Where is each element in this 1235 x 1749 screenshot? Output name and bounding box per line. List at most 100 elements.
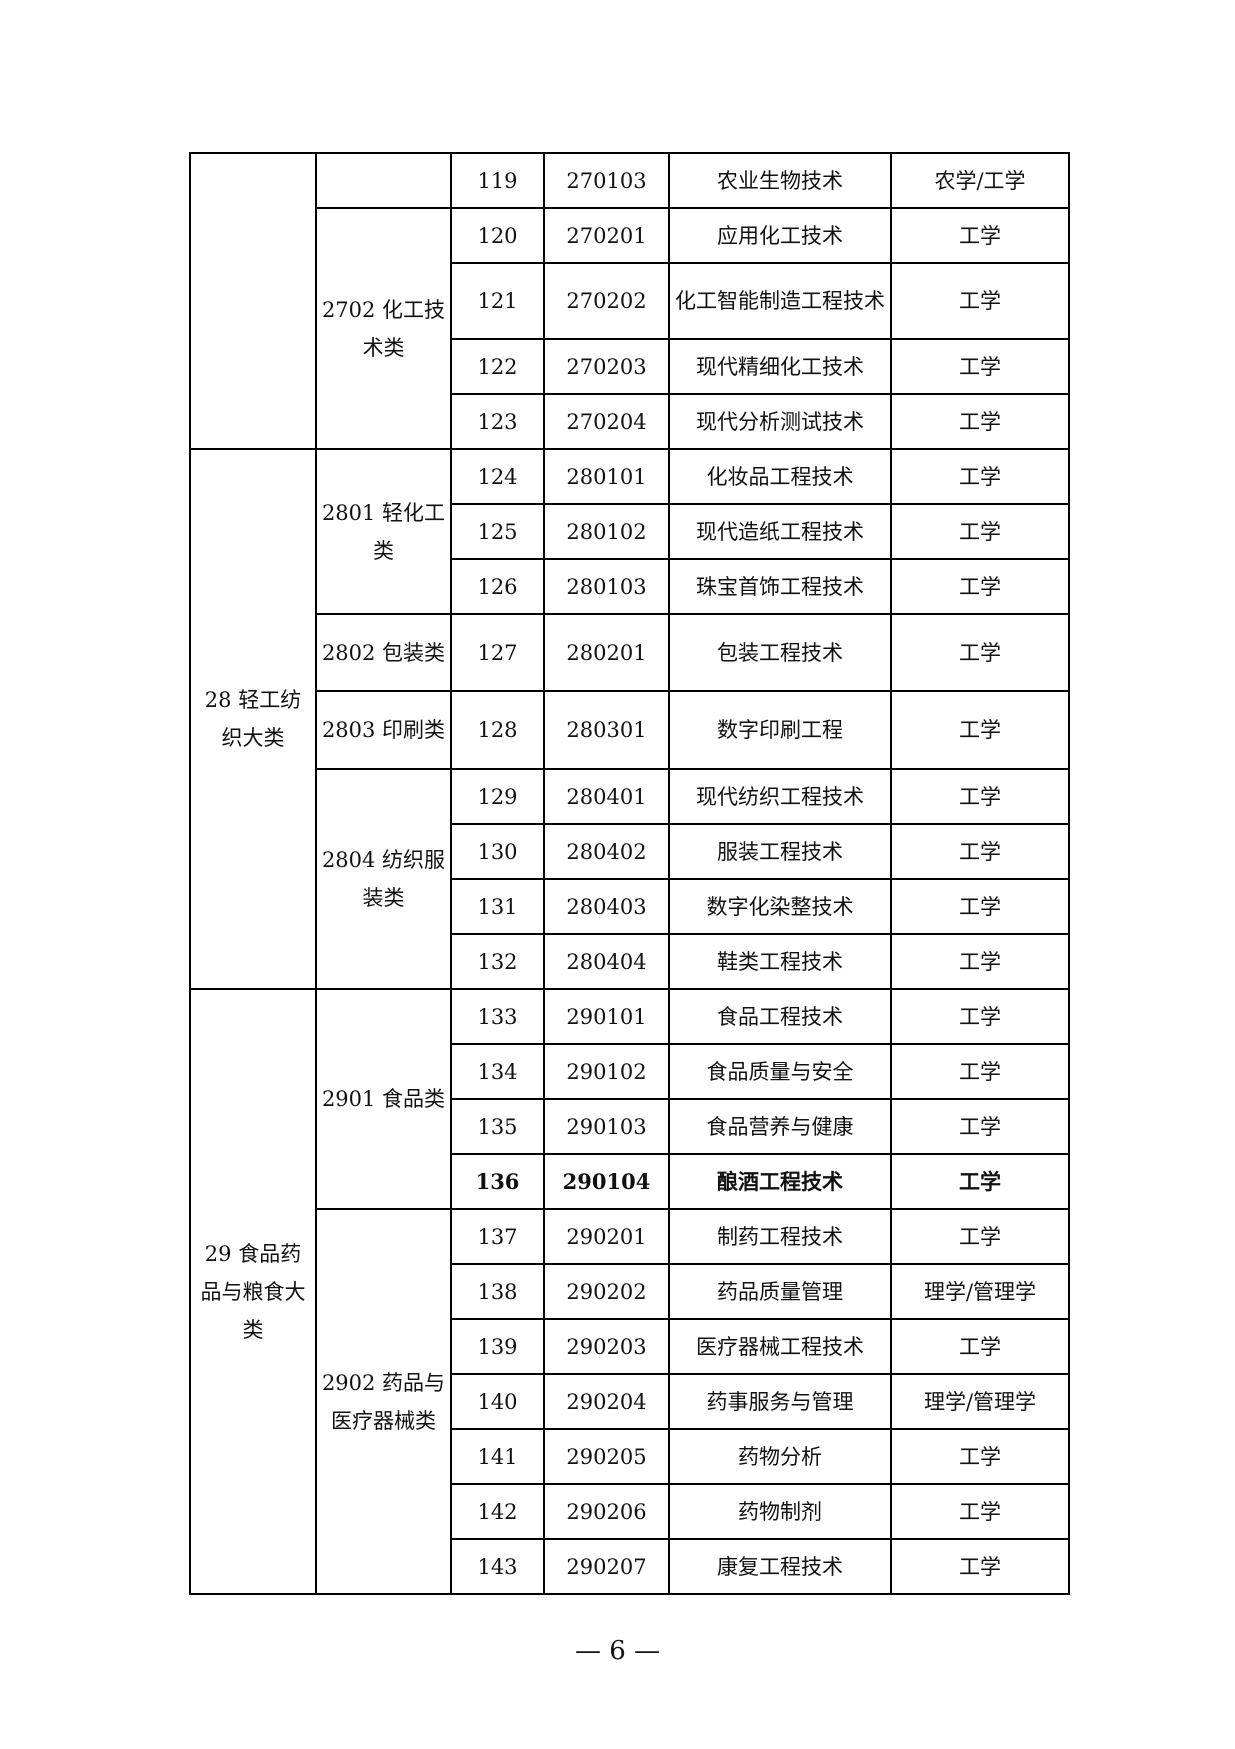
major-name-cell: 食品营养与健康 bbox=[668, 1098, 892, 1155]
seq-cell: 130 bbox=[450, 823, 545, 880]
table-row: 139 290203 医疗器械工程技术 工学 bbox=[190, 1318, 1070, 1375]
code-cell: 280403 bbox=[543, 878, 670, 935]
code-cell: 270203 bbox=[543, 338, 670, 395]
sub-category-cell: 2804 纺织服装类 bbox=[315, 768, 452, 990]
degree-cell: 工学 bbox=[890, 1428, 1070, 1485]
table-row: 2702 化工技术类 120 270201 应用化工技术 工学 bbox=[190, 207, 1070, 450]
table-row: 125 280102 现代造纸工程技术 工学 bbox=[190, 503, 1070, 560]
code-cell: 290207 bbox=[543, 1538, 670, 1595]
table-row: 136 290104 酿酒工程技术 工学 bbox=[190, 1153, 1070, 1210]
table-row: 2804 纺织服装类 129 280401 现代纺织工程技术 工学 bbox=[190, 768, 1070, 990]
degree-cell: 工学 bbox=[890, 823, 1070, 880]
table-row: 121 270202 化工智能制造工程技术 工学 bbox=[190, 262, 1070, 340]
code-cell: 270202 bbox=[543, 262, 670, 340]
major-name-cell: 康复工程技术 bbox=[668, 1538, 892, 1595]
seq-cell: 138 bbox=[450, 1263, 545, 1320]
major-name-cell: 服装工程技术 bbox=[668, 823, 892, 880]
code-cell: 280401 bbox=[543, 768, 670, 825]
degree-cell: 工学 bbox=[890, 690, 1070, 770]
seq-cell: 141 bbox=[450, 1428, 545, 1485]
table-row: 131 280403 数字化染整技术 工学 bbox=[190, 878, 1070, 935]
table-row: 134 290102 食品质量与安全 工学 bbox=[190, 1043, 1070, 1100]
code-cell: 270201 bbox=[543, 207, 670, 264]
seq-cell: 139 bbox=[450, 1318, 545, 1375]
degree-cell: 工学 bbox=[890, 338, 1070, 395]
seq-cell: 120 bbox=[450, 207, 545, 264]
code-cell: 290206 bbox=[543, 1483, 670, 1540]
seq-cell: 123 bbox=[450, 393, 545, 450]
seq-cell: 131 bbox=[450, 878, 545, 935]
seq-cell: 124 bbox=[450, 448, 545, 505]
major-name-cell: 化妆品工程技术 bbox=[668, 448, 892, 505]
seq-cell: 136 bbox=[450, 1153, 545, 1210]
table-row: 2803 印刷类 128 280301 数字印刷工程 工学 bbox=[190, 690, 1070, 770]
major-name-cell: 现代造纸工程技术 bbox=[668, 503, 892, 560]
seq-cell: 119 bbox=[450, 152, 545, 209]
sub-category-cell: 2702 化工技术类 bbox=[315, 207, 452, 450]
major-name-cell: 现代分析测试技术 bbox=[668, 393, 892, 450]
degree-cell: 理学/管理学 bbox=[890, 1373, 1070, 1430]
degree-cell: 理学/管理学 bbox=[890, 1263, 1070, 1320]
table-row: 2902 药品与医疗器械类 137 290201 制药工程技术 工学 bbox=[190, 1208, 1070, 1595]
degree-cell: 工学 bbox=[890, 503, 1070, 560]
degree-cell: 工学 bbox=[890, 613, 1070, 692]
major-name-cell: 现代精细化工技术 bbox=[668, 338, 892, 395]
table-row: 123 270204 现代分析测试技术 工学 bbox=[190, 393, 1070, 450]
seq-cell: 129 bbox=[450, 768, 545, 825]
major-catalog-table: 119 270103 农业生物技术 农学/工学 2702 化工技术类 120 270201 应… bbox=[189, 152, 1070, 1595]
code-cell: 290102 bbox=[543, 1043, 670, 1100]
code-cell: 280404 bbox=[543, 933, 670, 990]
code-cell: 290104 bbox=[543, 1153, 670, 1210]
table-row: 119 270103 农业生物技术 农学/工学 bbox=[189, 152, 1070, 450]
major-name-cell: 应用化工技术 bbox=[668, 207, 892, 264]
seq-cell: 134 bbox=[450, 1043, 545, 1100]
major-name-cell: 食品工程技术 bbox=[668, 988, 892, 1045]
seq-cell: 121 bbox=[450, 262, 545, 340]
sub-category-cell: 2901 食品类 bbox=[315, 988, 452, 1210]
major-name-cell: 化工智能制造工程技术 bbox=[668, 262, 892, 340]
degree-cell: 工学 bbox=[890, 1208, 1070, 1265]
sub-category-cell: 2801 轻化工类 bbox=[315, 448, 452, 615]
degree-cell: 工学 bbox=[890, 768, 1070, 825]
degree-cell: 工学 bbox=[890, 1318, 1070, 1375]
degree-cell: 工学 bbox=[890, 448, 1070, 505]
page-number: — 6 — bbox=[574, 1636, 661, 1666]
code-cell: 270204 bbox=[543, 393, 670, 450]
degree-cell: 工学 bbox=[890, 1153, 1070, 1210]
sub-category-cell: 2802 包装类 bbox=[315, 613, 452, 692]
major-name-cell: 食品质量与安全 bbox=[668, 1043, 892, 1100]
code-cell: 290103 bbox=[543, 1098, 670, 1155]
degree-cell: 工学 bbox=[890, 207, 1070, 264]
code-cell: 290204 bbox=[543, 1373, 670, 1430]
code-cell: 290203 bbox=[543, 1318, 670, 1375]
degree-cell: 工学 bbox=[890, 988, 1070, 1045]
code-cell: 290202 bbox=[543, 1263, 670, 1320]
code-cell: 290205 bbox=[543, 1428, 670, 1485]
code-cell: 280103 bbox=[543, 558, 670, 615]
table-row: 2802 包装类 127 280201 包装工程技术 工学 bbox=[190, 613, 1070, 692]
code-cell: 280101 bbox=[543, 448, 670, 505]
seq-cell: 126 bbox=[450, 558, 545, 615]
table-row: 122 270203 现代精细化工技术 工学 bbox=[190, 338, 1070, 395]
table-row: 142 290206 药物制剂 工学 bbox=[190, 1483, 1070, 1540]
major-name-cell: 制药工程技术 bbox=[668, 1208, 892, 1265]
major-name-cell: 酿酒工程技术 bbox=[668, 1153, 892, 1210]
code-cell: 280201 bbox=[543, 613, 670, 692]
major-name-cell: 药物制剂 bbox=[668, 1483, 892, 1540]
seq-cell: 133 bbox=[450, 988, 545, 1045]
table-row: 126 280103 珠宝首饰工程技术 工学 bbox=[190, 558, 1070, 615]
major-name-cell: 农业生物技术 bbox=[668, 152, 892, 209]
degree-cell: 工学 bbox=[890, 558, 1070, 615]
code-cell: 270103 bbox=[543, 152, 670, 209]
seq-cell: 143 bbox=[450, 1538, 545, 1595]
degree-cell: 工学 bbox=[890, 1043, 1070, 1100]
seq-cell: 125 bbox=[450, 503, 545, 560]
major-name-cell: 医疗器械工程技术 bbox=[668, 1318, 892, 1375]
seq-cell: 137 bbox=[450, 1208, 545, 1265]
table-row: 130 280402 服装工程技术 工学 bbox=[190, 823, 1070, 880]
table-row: 140 290204 药事服务与管理 理学/管理学 bbox=[190, 1373, 1070, 1430]
major-name-cell: 包装工程技术 bbox=[668, 613, 892, 692]
seq-cell: 142 bbox=[450, 1483, 545, 1540]
degree-cell: 工学 bbox=[890, 1483, 1070, 1540]
seq-cell: 140 bbox=[450, 1373, 545, 1430]
